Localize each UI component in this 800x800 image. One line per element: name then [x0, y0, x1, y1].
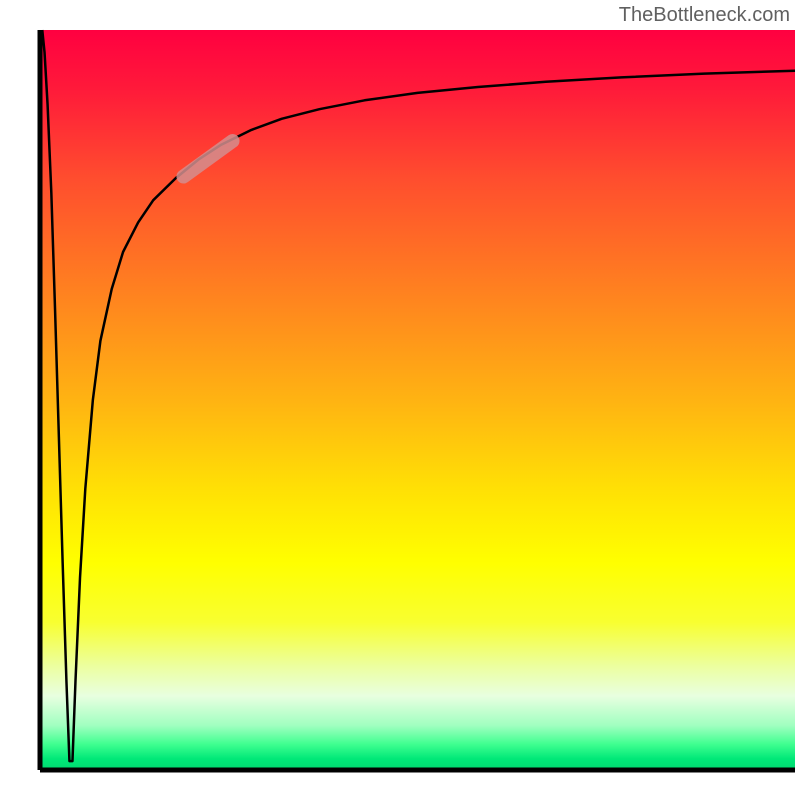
chart-container	[0, 0, 800, 800]
plot-background	[40, 30, 795, 770]
watermark-text: TheBottleneck.com	[619, 4, 790, 27]
chart-svg	[0, 0, 800, 800]
